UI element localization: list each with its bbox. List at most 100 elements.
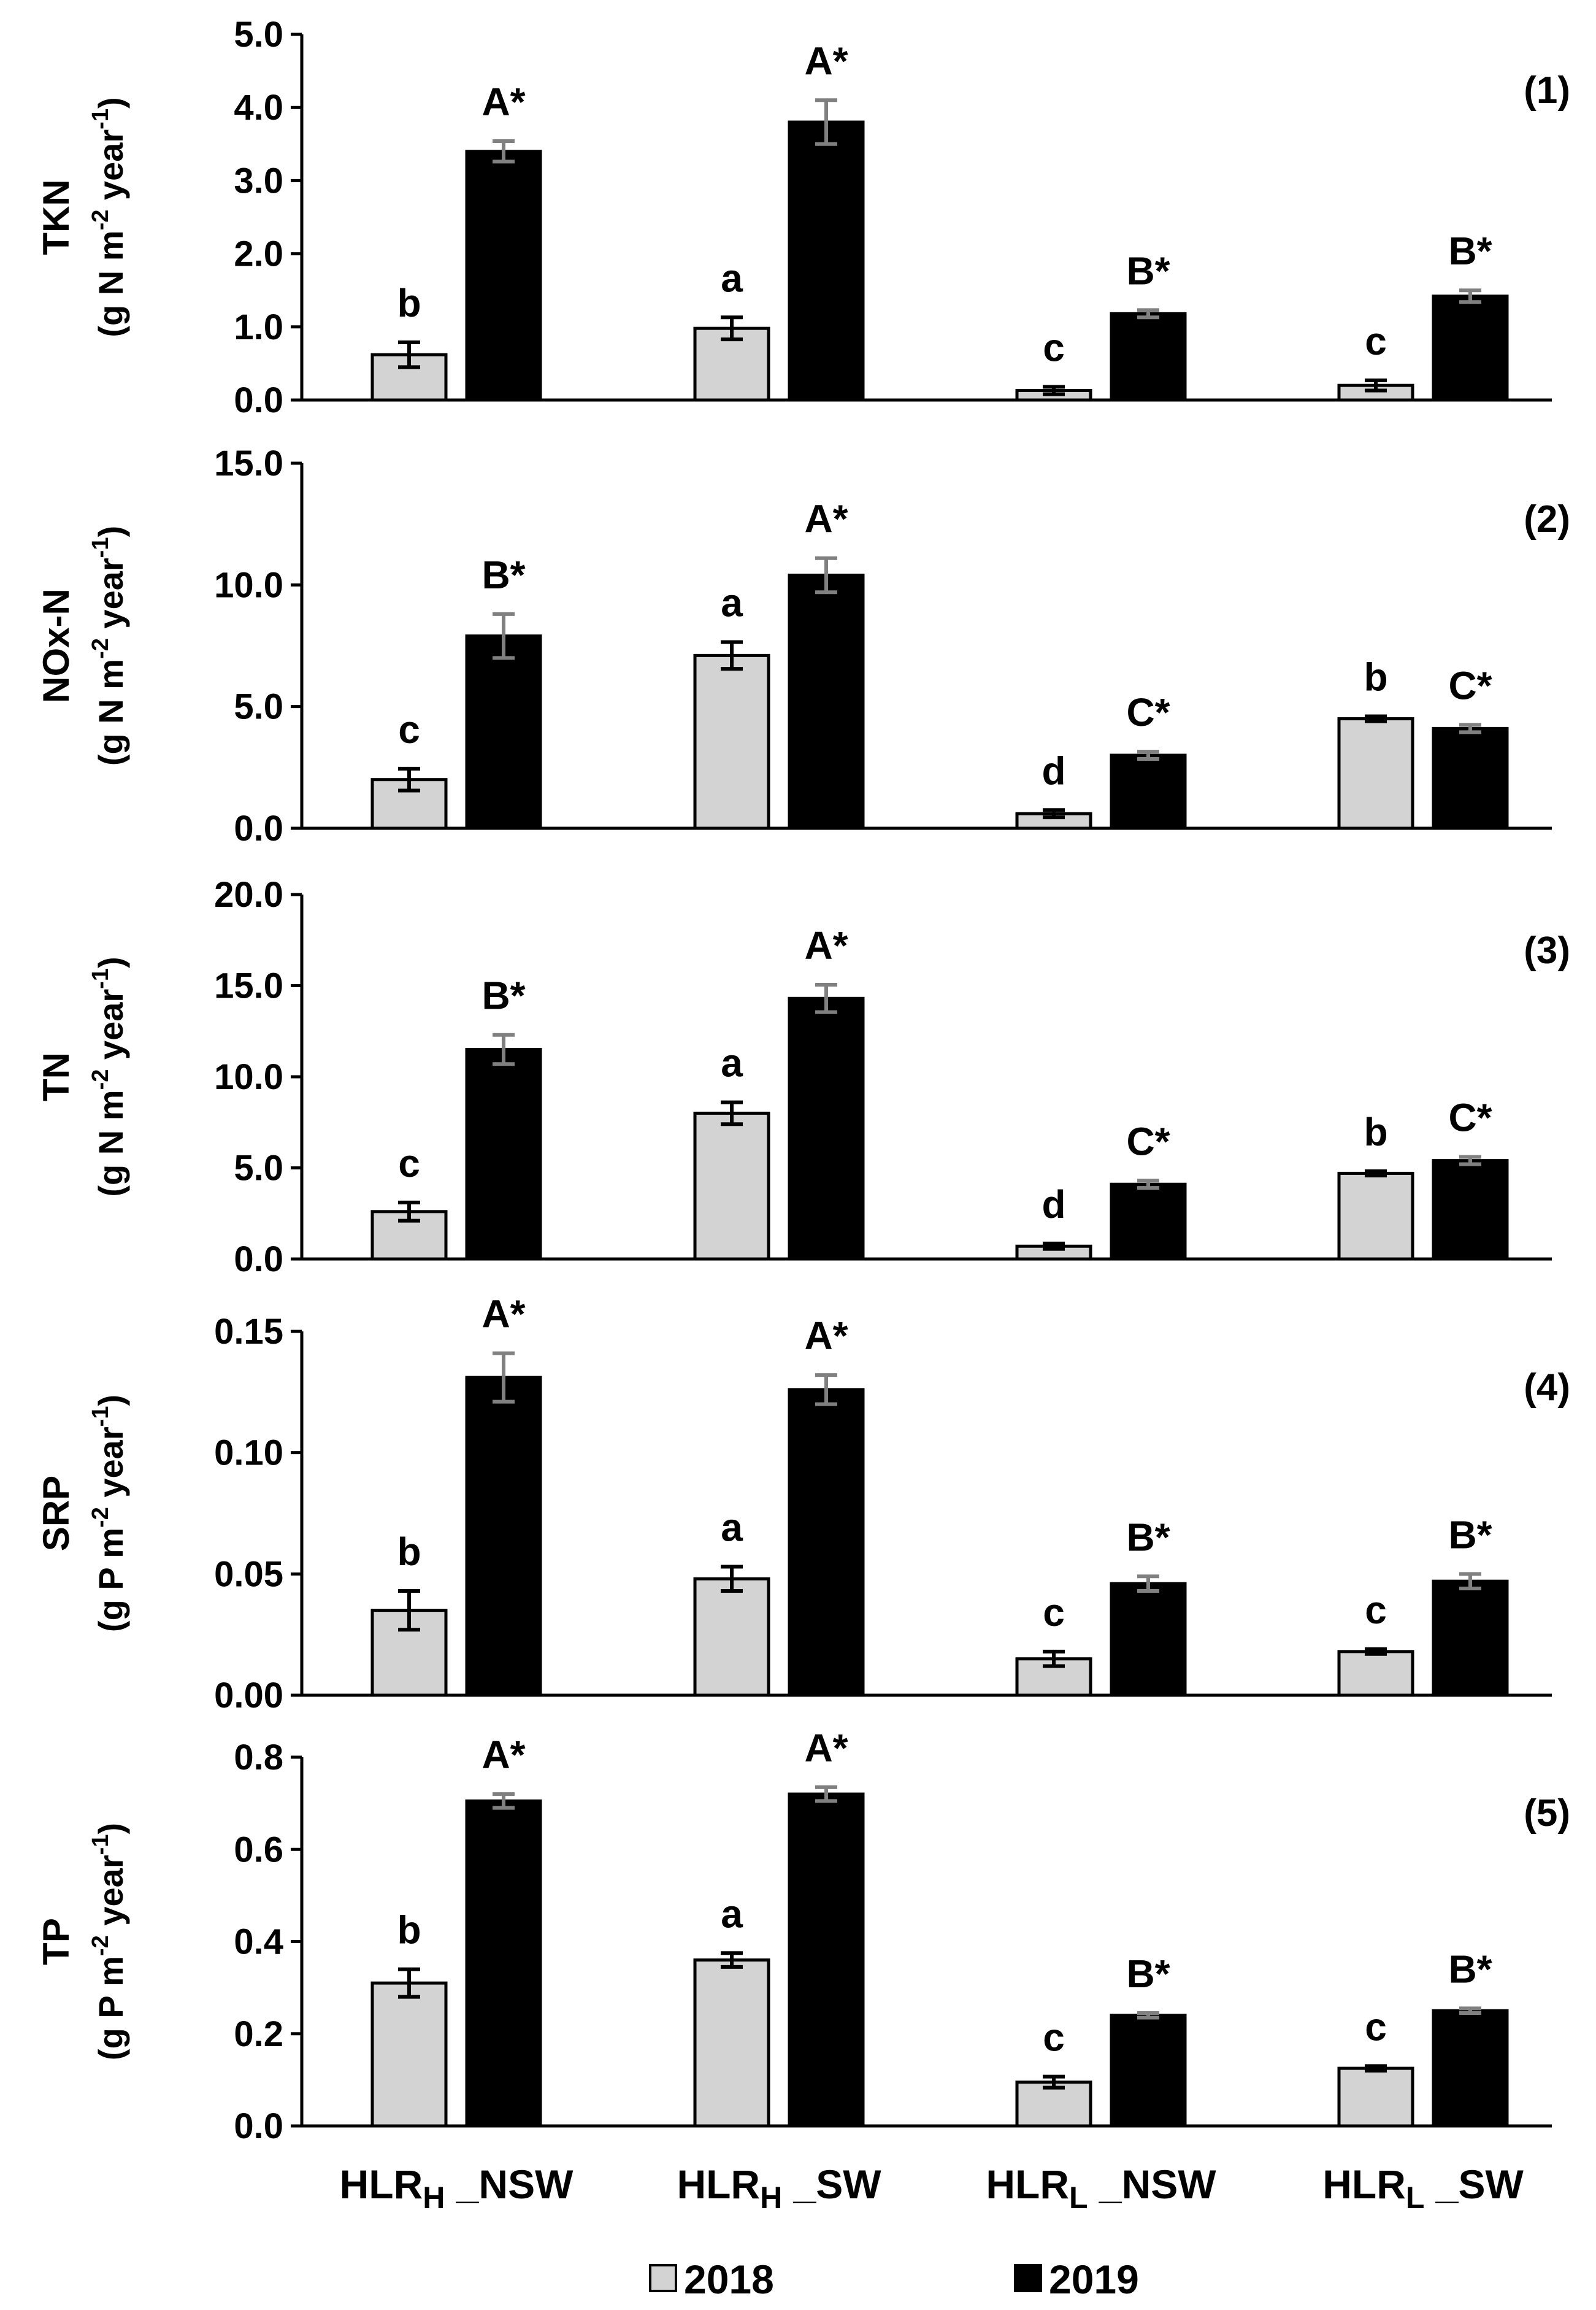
y-tick-label: 10.0 — [214, 1057, 283, 1097]
unit-superscript: -1 — [88, 1406, 113, 1427]
legend-swatch-2018 — [649, 2264, 677, 2292]
significance-label: C* — [1448, 663, 1492, 707]
bar-2019 — [1432, 2009, 1509, 2128]
significance-label: b — [1364, 1110, 1387, 1154]
significance-label: B* — [1126, 1952, 1170, 1996]
bar-2018 — [693, 653, 770, 830]
y-tick-label: 0.0 — [234, 2106, 283, 2146]
significance-label: A* — [804, 923, 848, 968]
bar-2018 — [1337, 1171, 1414, 1261]
significance-label: a — [721, 256, 743, 300]
unit-superscript: -2 — [88, 210, 113, 231]
bar-2019 — [788, 1388, 865, 1697]
bar-2019 — [1110, 753, 1187, 830]
unit-text: year — [91, 558, 130, 638]
bar-2019 — [1110, 1182, 1187, 1261]
y-axis-title: TKN — [36, 179, 77, 255]
y-axis-title: TN — [36, 1052, 77, 1101]
category-suffix: _NSW — [1088, 2162, 1217, 2207]
bar-2019 — [1110, 312, 1187, 402]
bar-2018 — [1337, 1650, 1414, 1697]
significance-label: a — [721, 1892, 743, 1936]
significance-label: A* — [804, 497, 848, 541]
bar-2019 — [1432, 726, 1509, 830]
significance-label: B* — [1126, 1515, 1170, 1559]
bar-2018 — [1337, 717, 1414, 830]
panel-label: (5) — [1524, 1792, 1570, 1835]
panel-4: 0.00 0.05 0.10 0.15 SRP (g P m-2 year-1) (4) b a… — [36, 1292, 1570, 1715]
bar-2019 — [465, 150, 542, 402]
significance-label: c — [398, 707, 420, 752]
significance-label: A* — [804, 1726, 848, 1770]
category-main: HLR — [986, 2162, 1069, 2207]
bar-2019 — [465, 634, 542, 830]
unit-text: year — [91, 989, 130, 1069]
unit-superscript: -1 — [88, 537, 113, 558]
significance-label: c — [1365, 319, 1387, 363]
bar-2019 — [788, 996, 865, 1261]
significance-label: C* — [1126, 1119, 1170, 1163]
significance-label: d — [1042, 1182, 1065, 1226]
significance-label: b — [397, 1530, 421, 1574]
category-suffix: _SW — [782, 2162, 881, 2207]
unit-text: (g P m — [91, 1528, 130, 1632]
significance-label: c — [1043, 326, 1065, 370]
category-subscript: L — [1406, 2181, 1425, 2215]
panel-label: (1) — [1524, 69, 1570, 112]
y-tick-label: 0.6 — [234, 1830, 283, 1869]
significance-label: A* — [481, 1733, 525, 1777]
bar-2019 — [465, 1376, 542, 1697]
bar-2018 — [1337, 2066, 1414, 2128]
unit-text: ) — [91, 957, 130, 968]
panel-label: (4) — [1524, 1366, 1570, 1409]
unit-text: year — [91, 1426, 130, 1507]
legend-label: 2019 — [1049, 2257, 1139, 2302]
y-tick-label: 10.0 — [214, 565, 283, 605]
unit-superscript: -1 — [88, 968, 113, 989]
legend-label: 2018 — [684, 2257, 774, 2302]
significance-label: A* — [804, 1314, 848, 1358]
unit-superscript: -2 — [88, 1507, 113, 1528]
unit-superscript: -1 — [88, 1835, 113, 1855]
y-axis-unit: (g P m-2 year-1) — [88, 1823, 130, 2060]
y-tick-label: 0.4 — [234, 1922, 283, 1962]
y-tick-label: 5.0 — [234, 15, 283, 55]
significance-label: b — [397, 281, 421, 325]
bar-2018 — [693, 1958, 770, 2128]
significance-label: a — [721, 1041, 743, 1085]
category-main: HLR — [1322, 2162, 1406, 2207]
category-main: HLR — [340, 2162, 423, 2207]
panel-label: (3) — [1524, 930, 1570, 972]
significance-label: d — [1042, 749, 1065, 793]
unit-text: ) — [91, 526, 130, 537]
y-tick-label: 0.15 — [214, 1312, 283, 1352]
y-axis-title: TP — [36, 1918, 77, 1965]
significance-label: C* — [1448, 1096, 1492, 1140]
significance-label: c — [1043, 1590, 1065, 1634]
y-tick-label: 3.0 — [234, 161, 283, 201]
x-category-labels: HLRH _NSW HLRH _SW HLRL _NSW HLRL _SW — [340, 2162, 1524, 2215]
significance-label: C* — [1126, 690, 1170, 734]
bar-2019 — [1110, 2014, 1187, 2128]
panel-label: (2) — [1524, 498, 1570, 541]
category-subscript: H — [423, 2181, 445, 2215]
significance-label: A* — [481, 1292, 525, 1336]
y-tick-label: 15.0 — [214, 966, 283, 1006]
unit-text: (g P m — [91, 1956, 130, 2060]
category-subscript: L — [1069, 2181, 1088, 2215]
y-tick-label: 5.0 — [234, 687, 283, 727]
significance-label: B* — [1448, 1512, 1492, 1557]
x-category-label: HLRL _NSW — [986, 2162, 1216, 2215]
unit-text: (g N m — [91, 659, 130, 766]
y-axis-unit: (g N m-2 year-1) — [88, 526, 130, 766]
significance-label: b — [397, 1908, 421, 1952]
unit-text: (g N m — [91, 230, 130, 337]
y-tick-label: 0.00 — [214, 1676, 283, 1715]
legend: 2018 2019 — [649, 2257, 1139, 2302]
bar-2019 — [788, 120, 865, 402]
bar-2018 — [693, 1111, 770, 1261]
significance-label: B* — [481, 553, 525, 597]
significance-label: a — [721, 581, 743, 625]
y-tick-label: 0.10 — [214, 1433, 283, 1473]
